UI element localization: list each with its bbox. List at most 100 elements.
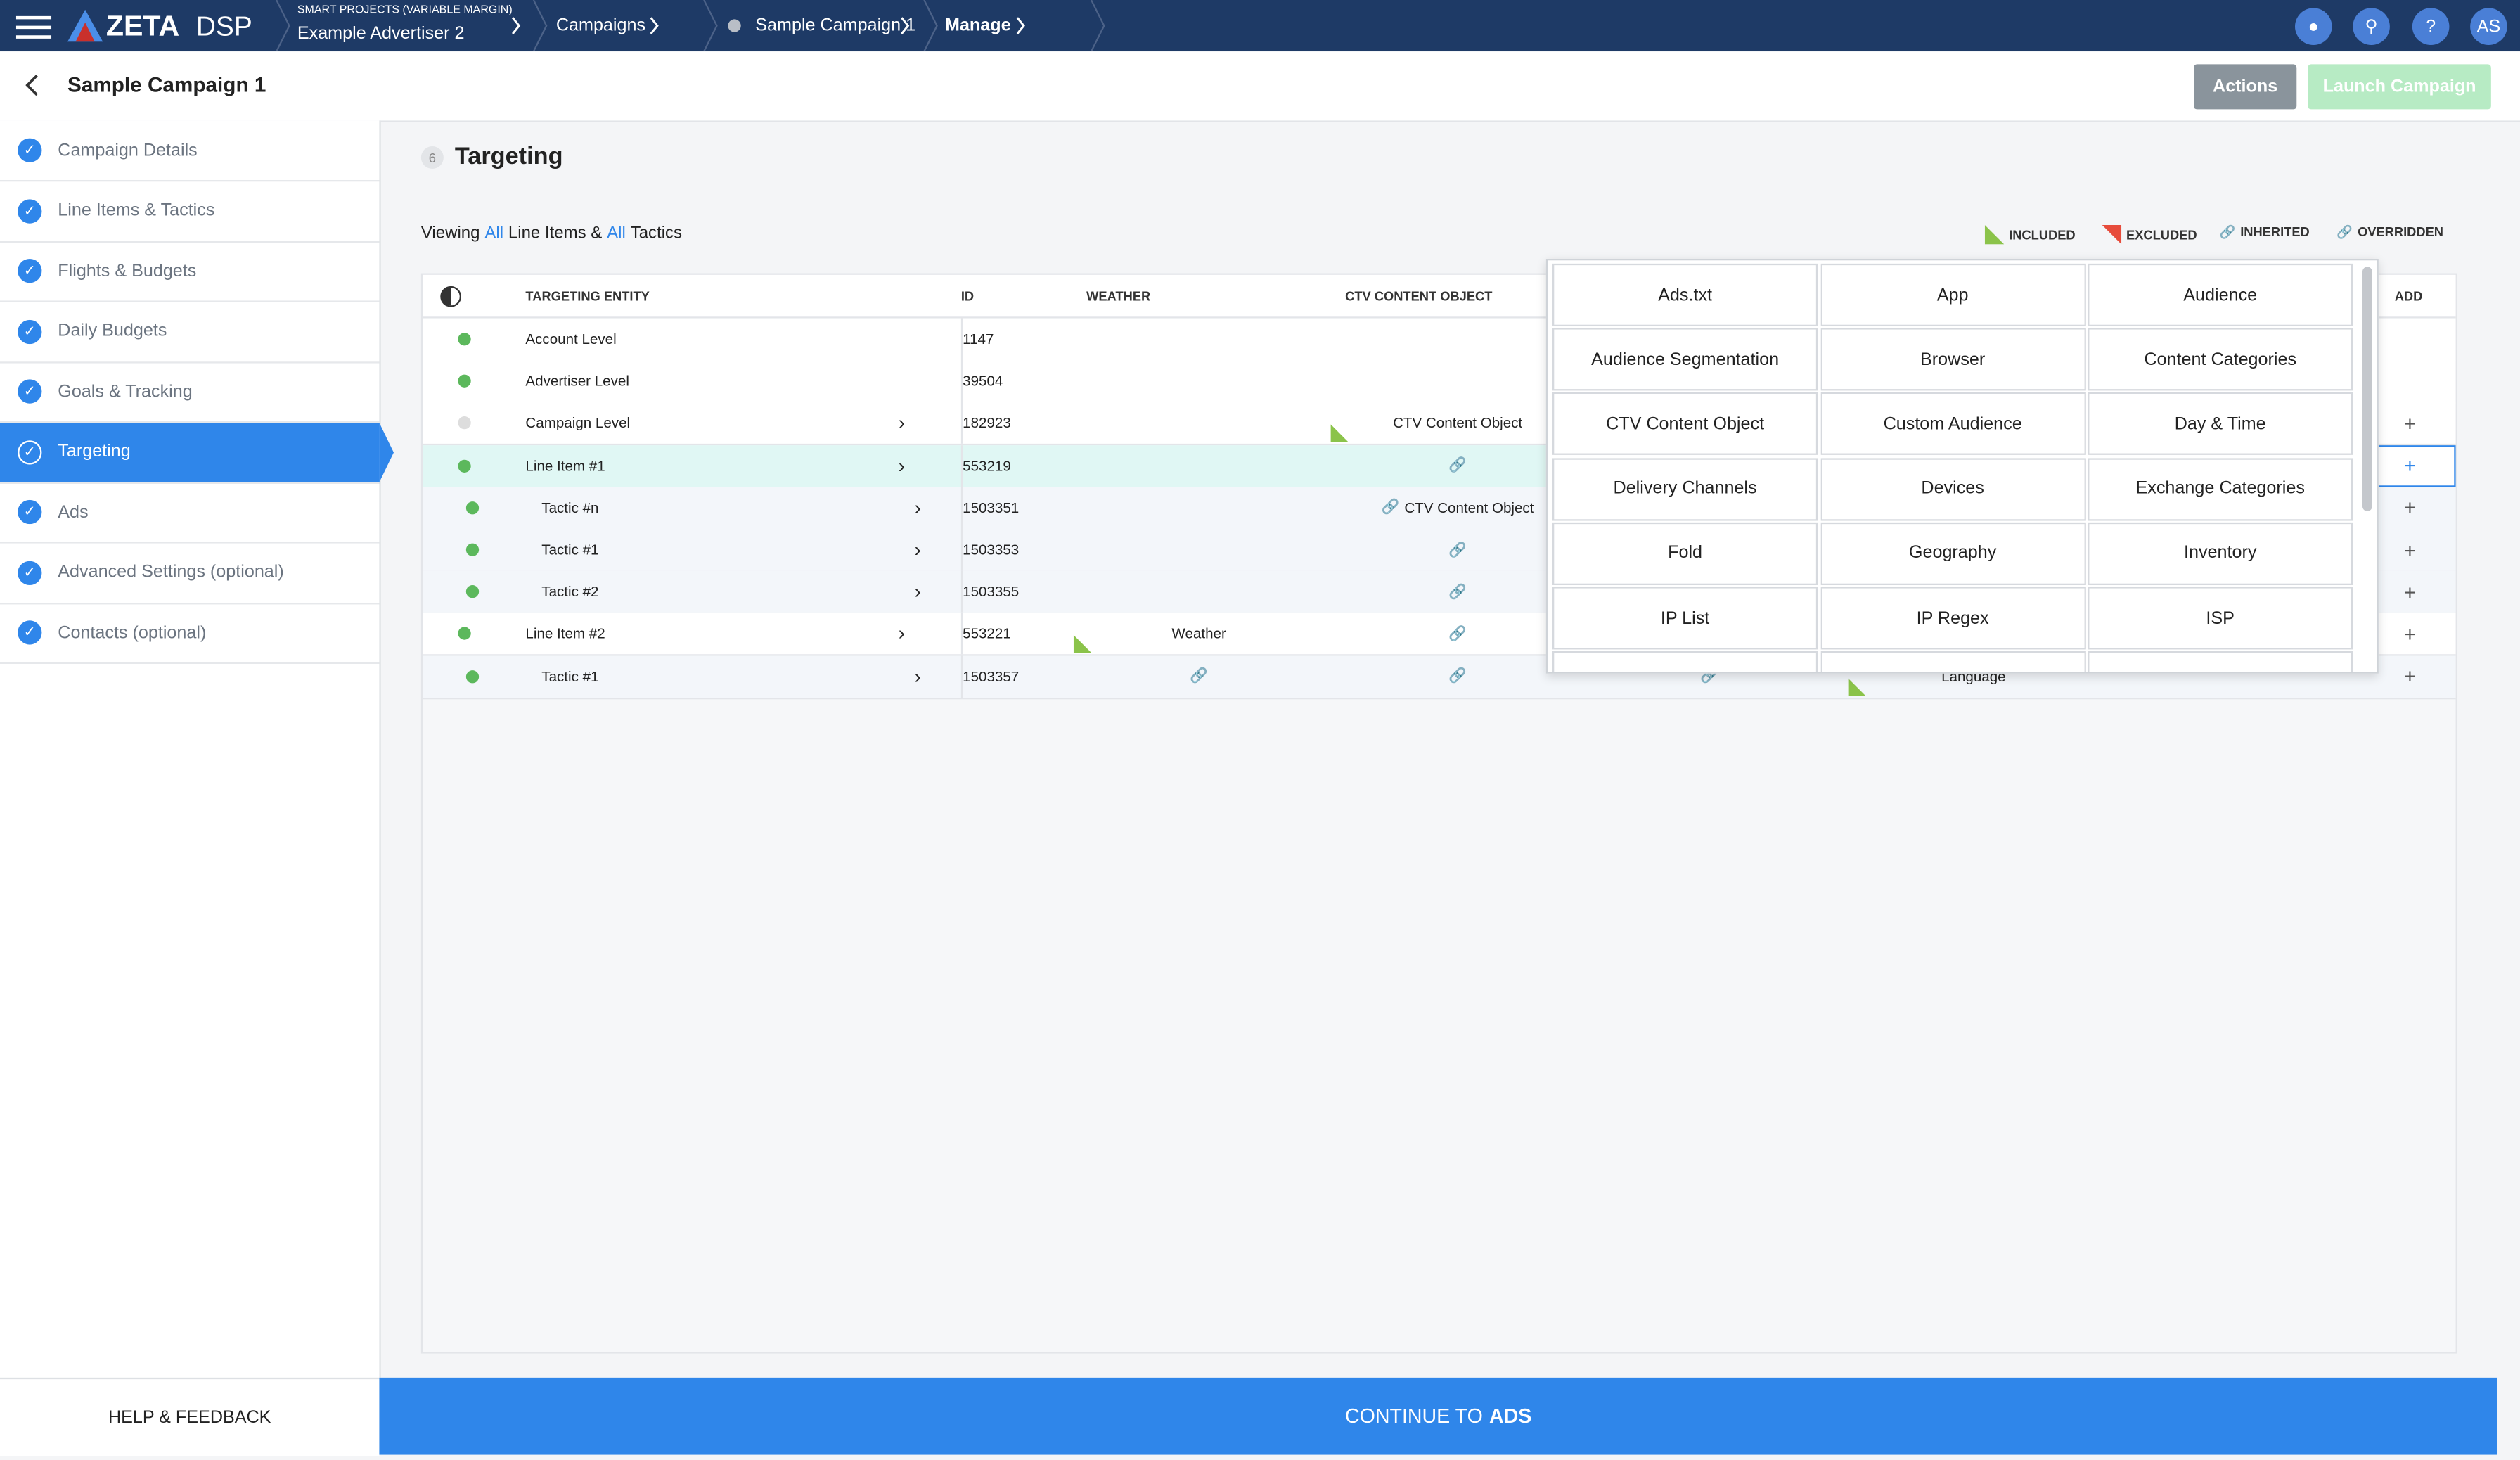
option[interactable]: Fold — [1552, 522, 1818, 585]
table-row[interactable]: Tactic #1 › 1503357 🔗 🔗 🔗 Language + — [423, 655, 2456, 699]
option[interactable]: Custom Audience — [1820, 392, 2085, 456]
text: Line Items & — [508, 223, 603, 243]
targeting-table: TARGETING ENTITY ID WEATHER CTV CONTENT … — [420, 273, 2457, 1354]
option[interactable]: Browser — [1820, 328, 2085, 391]
crumb[interactable]: Campaigns — [555, 15, 646, 36]
option[interactable]: CTV Content Object — [1552, 392, 1818, 456]
step[interactable]: ✓ Contacts (optional) — [0, 603, 380, 664]
user[interactable]: AS — [2470, 8, 2507, 45]
logo[interactable]: ZETA — [105, 9, 180, 42]
option[interactable]: Audience — [2088, 263, 2353, 326]
add[interactable]: + — [2403, 622, 2417, 646]
add[interactable]: + — [2403, 537, 2417, 562]
step[interactable]: ✓ Advanced Settings (optional) — [0, 542, 380, 604]
crumb-sub: SMART PROJECTS (VARIABLE MARGIN) — [297, 4, 513, 16]
expand[interactable]: › — [914, 538, 921, 561]
option[interactable]: Inventory — [2088, 522, 2353, 585]
link[interactable]: All — [607, 223, 626, 243]
active-arrow — [379, 423, 394, 482]
scrollbar — [2362, 267, 2372, 511]
option[interactable]: App — [1820, 263, 2085, 326]
option[interactable]: ISP — [2088, 587, 2353, 650]
actions-button[interactable]: Actions — [2193, 64, 2297, 110]
id: 1147 — [960, 318, 994, 360]
element — [511, 17, 1025, 34]
step[interactable]: ✓ Campaign Details — [0, 120, 380, 182]
element: 🔗 — [2336, 224, 2353, 240]
expand[interactable]: › — [898, 622, 905, 646]
option[interactable]: Exchange Categories — [2088, 457, 2353, 520]
option[interactable]: Day & Time — [2088, 392, 2353, 456]
status — [458, 416, 471, 430]
option[interactable]: IP List — [1552, 587, 1818, 650]
continue-button[interactable]: CONTINUE TO ADS — [379, 1377, 2498, 1455]
step-label: Targeting — [58, 442, 131, 461]
step[interactable]: ✓ Daily Budgets — [0, 302, 380, 363]
option[interactable]: Content Categories — [2088, 328, 2353, 391]
option-partial — [1552, 651, 1818, 672]
campaign-bar: Sample Campaign 1 Actions Launch Campaig… — [0, 51, 2520, 122]
weather: Weather — [1070, 613, 1328, 655]
element — [458, 319, 471, 360]
element: 🔗 — [1448, 582, 1467, 599]
icon — [1984, 224, 2005, 245]
continue-text: CONTINUE TO — [1345, 1404, 1483, 1428]
element — [458, 444, 471, 486]
option[interactable]: Geography — [1820, 522, 2085, 585]
element: 🔗 — [1190, 667, 1208, 684]
step[interactable]: ✓ Targeting — [0, 421, 380, 483]
step[interactable]: ✓ Goals & Tracking — [0, 361, 380, 423]
expand[interactable]: › — [914, 580, 921, 603]
status — [458, 374, 471, 388]
entity: Advertiser Level — [525, 373, 629, 390]
section-title: Targeting — [454, 143, 563, 171]
logo-mark — [67, 9, 103, 42]
option[interactable]: Delivery Channels — [1552, 457, 1818, 520]
menu-icon[interactable] — [15, 15, 52, 41]
help[interactable]: ? — [2412, 8, 2450, 45]
step[interactable]: ✓ Line Items & Tactics — [0, 181, 380, 242]
column-header: CTV CONTENT OBJECT — [1345, 288, 1493, 303]
option[interactable]: IP Regex — [1820, 587, 2085, 650]
inherited: 🔗 — [1328, 444, 1588, 486]
inherited: 🔗 — [1328, 571, 1588, 613]
element — [458, 613, 471, 655]
add[interactable]: + — [2403, 664, 2417, 689]
icon — [2102, 224, 2122, 245]
help-feedback[interactable]: HELP & FEEDBACK — [0, 1377, 380, 1456]
icon — [1073, 635, 1091, 653]
status — [458, 459, 471, 473]
status-dot — [728, 19, 741, 32]
toggle[interactable] — [440, 286, 461, 307]
option[interactable]: Audience Segmentation — [1552, 328, 1818, 391]
expand[interactable]: › — [914, 665, 921, 688]
legend-label: OVERRIDDEN — [2358, 224, 2443, 240]
option[interactable]: Devices — [1820, 457, 2085, 520]
search[interactable]: ⚲ — [2353, 8, 2390, 45]
expand[interactable]: › — [914, 496, 921, 519]
back[interactable] — [22, 74, 41, 96]
add[interactable]: + — [2403, 411, 2417, 436]
sidebar: ✓ Campaign Details ✓ Line Items & Tactics ✓ F… — [0, 120, 381, 1378]
crumb[interactable]: Manage — [944, 15, 1011, 36]
launch-button[interactable]: Launch Campaign — [2308, 64, 2491, 110]
crumb[interactable]: Sample Campaign 1 — [755, 15, 916, 36]
add[interactable]: + — [2403, 579, 2417, 604]
column-header: TARGETING ENTITY — [525, 288, 650, 303]
entity: Tactic #n — [541, 499, 599, 516]
option[interactable]: Ads.txt — [1552, 263, 1818, 326]
add[interactable]: + — [2403, 495, 2417, 520]
element — [1984, 224, 2005, 245]
expand[interactable]: › — [898, 454, 905, 477]
step[interactable]: ✓ Flights & Budgets — [0, 241, 380, 302]
element — [1330, 425, 1349, 443]
element: 🔗 — [1381, 499, 1400, 516]
link[interactable]: All — [484, 223, 504, 243]
crumb[interactable]: Example Advertiser 2 — [297, 24, 465, 44]
ctv: 🔗 CTV Content Object — [1328, 487, 1588, 528]
expand[interactable]: › — [898, 412, 905, 435]
notifications[interactable]: ● — [2294, 8, 2332, 45]
column-header: ADD — [2394, 288, 2423, 303]
step[interactable]: ✓ Ads — [0, 482, 380, 544]
